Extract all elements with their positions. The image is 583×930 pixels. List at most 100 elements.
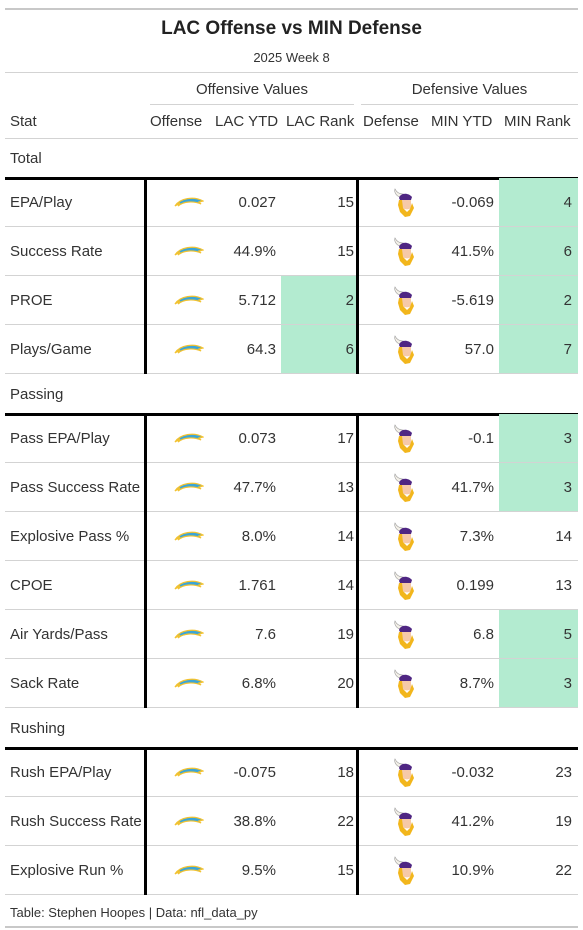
vikings-head-icon [394,187,414,217]
section-rule [5,747,578,750]
stat-label: Plays/Game [10,341,92,358]
min-rank-value: 2 [499,276,578,325]
lac-ytd-value: 9.5% [241,862,276,879]
column-divider [356,414,359,708]
offensive-values-header: Offensive Values [195,81,308,98]
min-ytd-value: 8.7% [459,675,494,692]
lac-ytd-value: 47.7% [233,479,276,496]
min-ytd-value: -0.1 [468,430,494,447]
lac-ytd-value: 38.8% [233,813,276,830]
min-ytd-value: 7.3% [459,528,494,545]
defense-logo-cell [391,561,419,610]
defense-logo-cell [391,414,419,463]
column-divider [144,748,147,895]
table-row: Pass EPA/Play 0.073 17 -0.1 3 [5,414,578,463]
lac-rank-value: 14 [337,528,354,545]
min-ytd-value: 41.5% [451,243,494,260]
row-rule [5,609,578,610]
defense-logo-cell [391,797,419,846]
row-rule [5,560,578,561]
min-rank-value: 13 [555,577,572,594]
chargers-bolt-icon [174,295,204,305]
min-ytd-value: 41.7% [451,479,494,496]
column-divider [356,178,359,374]
defense-logo-cell [391,463,419,512]
min-rank-value: 22 [555,862,572,879]
table-row: CPOE 1.761 14 0.199 13 [5,561,578,610]
vikings-head-icon [394,285,414,315]
vikings-head-icon [394,236,414,266]
min-rank-value: 3 [499,414,578,463]
offense-logo-cell [150,846,228,895]
chargers-bolt-icon [174,767,204,777]
row-rule [5,226,578,227]
vikings-head-icon [394,334,414,364]
column-header-min-ytd: MIN YTD [431,113,493,130]
stat-label: Sack Rate [10,675,80,692]
stat-label: Explosive Run % [10,862,124,879]
table-row: Pass Success Rate 47.7% 13 41.7% 3 [5,463,578,512]
min-ytd-value: -5.619 [451,292,494,309]
lac-ytd-value: 0.027 [238,194,276,211]
column-header-lac-rank: LAC Rank [286,113,355,130]
lac-ytd-value: 0.073 [238,430,276,447]
vikings-head-icon [394,806,414,836]
column-header-stat: Stat [10,113,37,130]
lac-rank-value: 13 [337,479,354,496]
stat-label: PROE [10,292,53,309]
stat-label: Explosive Pass % [10,528,130,545]
offensive-group-rule [150,104,354,105]
lac-ytd-value: 6.8% [241,675,276,692]
stat-label: Air Yards/Pass [10,626,108,643]
offense-logo-cell [150,797,228,846]
defense-logo-cell [391,276,419,325]
offense-logo-cell [150,659,228,708]
stat-label: Pass Success Rate [10,479,141,496]
column-header-offense: Offense [150,113,203,130]
chargers-bolt-icon [174,433,204,443]
table-row: Explosive Run % 9.5% 15 10.9% 22 [5,846,578,895]
table-row: Plays/Game 64.3 6 57.0 7 [5,325,578,374]
offense-logo-cell [150,463,228,512]
lac-rank-value: 2 [281,276,358,325]
row-rule [5,373,578,374]
defense-logo-cell [391,748,419,797]
vikings-head-icon [394,668,414,698]
chargers-bolt-icon [174,629,204,639]
min-rank-value: 5 [499,610,578,659]
row-rule [5,324,578,325]
vikings-head-icon [394,521,414,551]
table-row: Rush Success Rate 38.8% 22 41.2% 19 [5,797,578,846]
table-row: Success Rate 44.9% 15 41.5% 6 [5,227,578,276]
lac-rank-value: 19 [337,626,354,643]
min-rank-value: 4 [499,178,578,227]
row-rule [5,511,578,512]
offense-logo-cell [150,325,228,374]
column-divider [356,748,359,895]
chargers-bolt-icon [174,816,204,826]
stat-label: Rush Success Rate [10,813,142,830]
chargers-bolt-icon [174,678,204,688]
min-rank-value: 3 [499,463,578,512]
defense-logo-cell [391,227,419,276]
min-rank-value: 3 [499,659,578,708]
table-subtitle: 2025 Week 8 [253,50,330,65]
lac-ytd-value: 5.712 [238,292,276,309]
lac-rank-value: 14 [337,577,354,594]
chargers-bolt-icon [174,865,204,875]
lac-ytd-value: -0.075 [233,764,276,781]
vikings-head-icon [394,619,414,649]
offense-logo-cell [150,227,228,276]
stat-label: EPA/Play [10,194,73,211]
row-rule [5,796,578,797]
stat-label: Pass EPA/Play [10,430,110,447]
column-divider [144,178,147,374]
row-rule [5,845,578,846]
min-rank-value: 19 [555,813,572,830]
bottom-rule [5,926,578,928]
offense-logo-cell [150,276,228,325]
column-header-min-rank: MIN Rank [504,113,571,130]
lac-rank-value: 15 [337,194,354,211]
header-rule [5,72,578,73]
